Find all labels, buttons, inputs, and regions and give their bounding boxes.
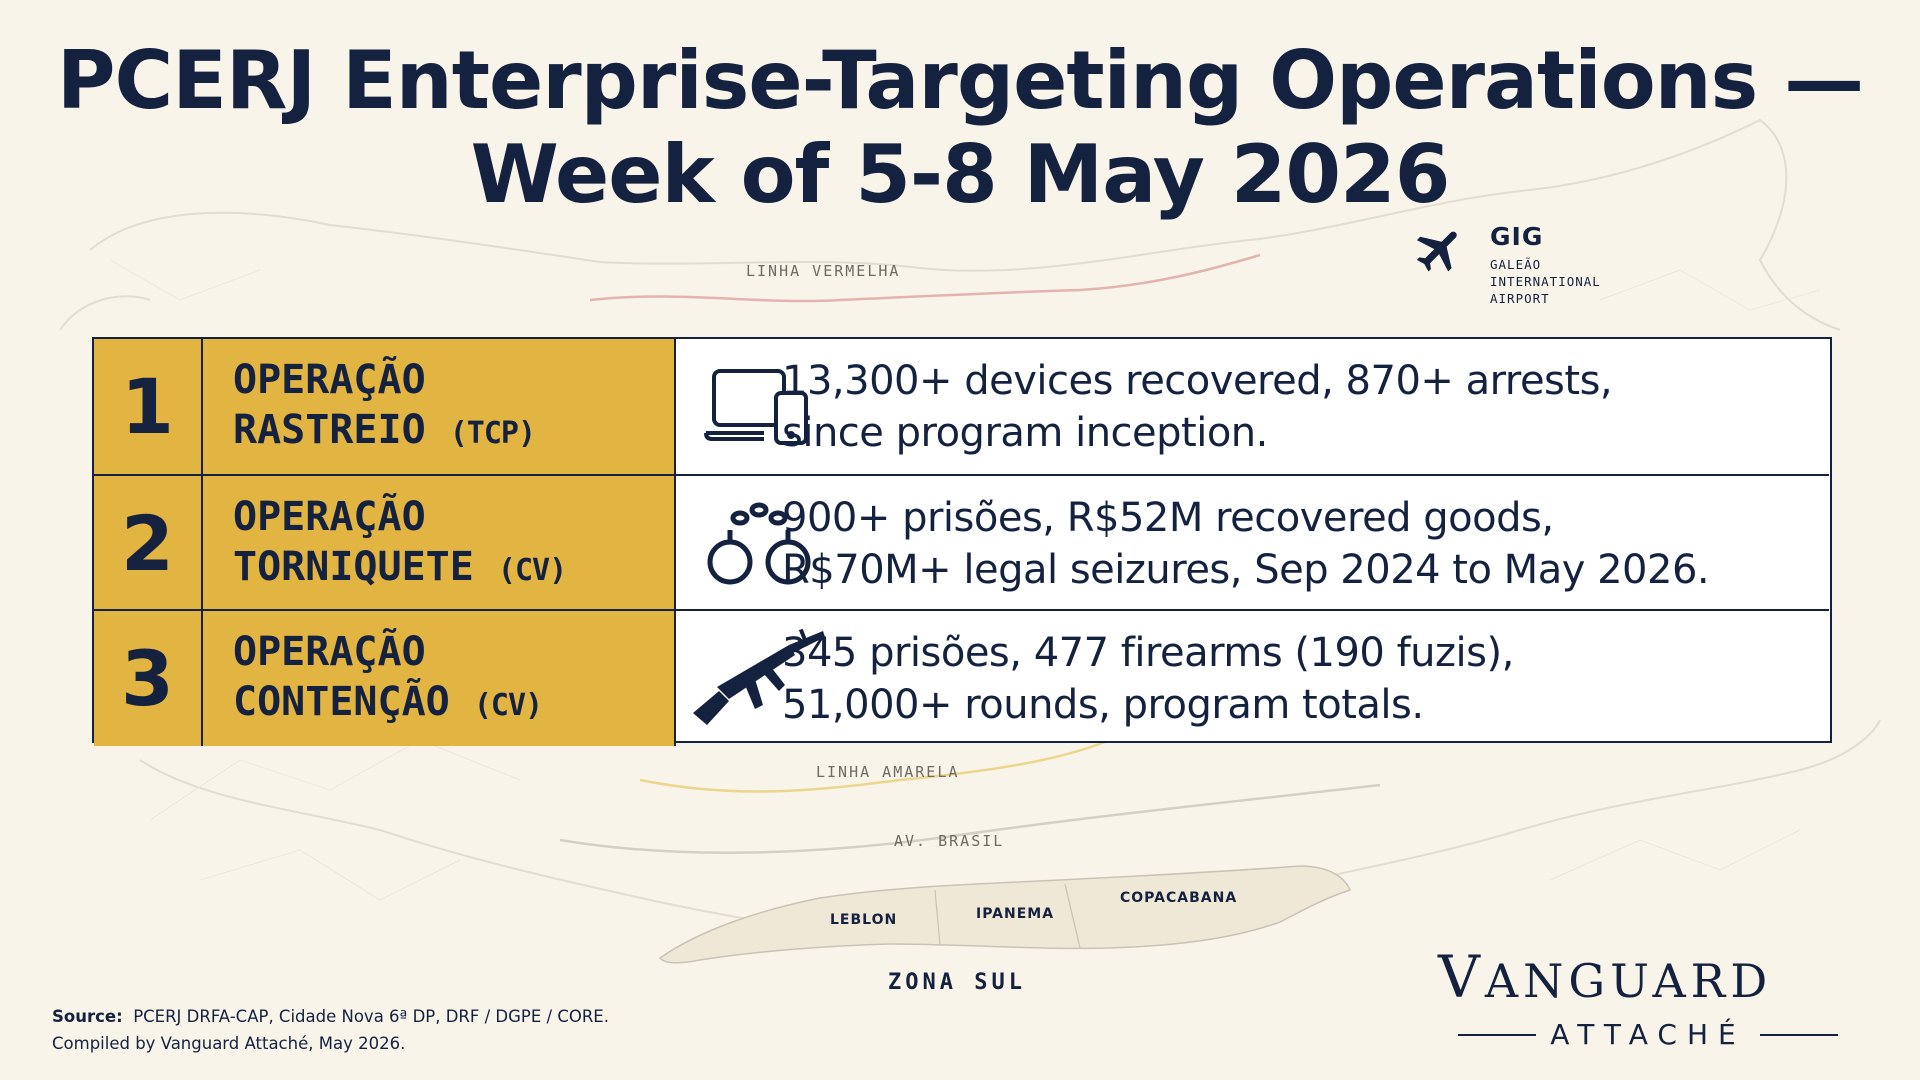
- compiled-note: Compiled by Vanguard Attaché, May 2026.: [52, 1034, 406, 1053]
- operation-faction: (CV): [473, 687, 543, 723]
- operation-number: 1: [94, 339, 203, 474]
- label-linha-amarela: LINHA AMARELA: [816, 763, 960, 781]
- operation-stats: 13,300+ devices recovered, 870+ arrests,…: [782, 357, 1613, 456]
- operation-number: 3: [94, 611, 203, 746]
- linha-vermelha-road: [589, 253, 1261, 303]
- handcuffs-icon: [707, 502, 811, 584]
- operation-row: 3 OPERAÇÃO CONTENÇÃO (CV) 345 prisões, 4…: [94, 609, 1829, 746]
- page-title: PCERJ Enterprise-Targeting Operations — …: [0, 34, 1920, 222]
- airplane-icon: [1416, 231, 1457, 272]
- operation-name: OPERAÇÃO RASTREIO (TCP): [203, 339, 676, 474]
- zona-sul-coast: [658, 865, 1352, 964]
- operation-faction: (CV): [497, 552, 567, 588]
- airport-name: GALEÃO INTERNATIONAL AIRPORT: [1490, 257, 1601, 306]
- airport-code: GIG: [1490, 222, 1544, 251]
- operation-name: OPERAÇÃO CONTENÇÃO (CV): [203, 611, 676, 746]
- label-linha-vermelha: LINHA VERMELHA: [746, 262, 901, 280]
- operation-row: 2 OPERAÇÃO TORNIQUETE (CV) 900+ prisões,…: [94, 474, 1829, 611]
- region-zona-sul: ZONA SUL: [888, 970, 1026, 995]
- operation-stats: 345 prisões, 477 firearms (190 fuzis), 5…: [782, 629, 1514, 728]
- operation-number: 2: [94, 476, 203, 611]
- neighborhood-leblon: LEBLON: [830, 912, 898, 928]
- operation-row: 1 OPERAÇÃO RASTREIO (TCP) 13,300+ device…: [94, 339, 1829, 474]
- av-brasil-road: [559, 783, 1381, 854]
- source-note: Source: PCERJ DRFA-CAP, Cidade Nova 6ª D…: [52, 1003, 609, 1057]
- neighborhood-copacabana: COPACABANA: [1120, 890, 1238, 906]
- rifle-icon: [693, 628, 825, 725]
- label-av-brasil: AV. BRASIL: [894, 832, 1005, 850]
- operation-stats: 900+ prisões, R$52M recovered goods, R$7…: [782, 494, 1710, 593]
- operation-name: OPERAÇÃO TORNIQUETE (CV): [203, 476, 676, 611]
- devices-icon: [704, 368, 808, 445]
- linha-amarela-road: [639, 738, 1111, 793]
- operation-faction: (TCP): [449, 415, 536, 451]
- neighborhood-ipanema: IPANEMA: [976, 906, 1055, 922]
- brand-logo: VANGUARD ATTACHÉ: [1438, 946, 1858, 1051]
- title-line-1: PCERJ Enterprise-Targeting Operations —: [56, 34, 1864, 127]
- map-outline-north: [89, 118, 1841, 331]
- source-label: Source:: [52, 1007, 123, 1026]
- map-outline-mid: [59, 295, 151, 331]
- title-line-2: Week of 5-8 May 2026: [470, 128, 1451, 221]
- operations-table: 1 OPERAÇÃO RASTREIO (TCP) 13,300+ device…: [92, 337, 1832, 746]
- source-text: PCERJ DRFA-CAP, Cidade Nova 6ª DP, DRF /…: [133, 1007, 609, 1026]
